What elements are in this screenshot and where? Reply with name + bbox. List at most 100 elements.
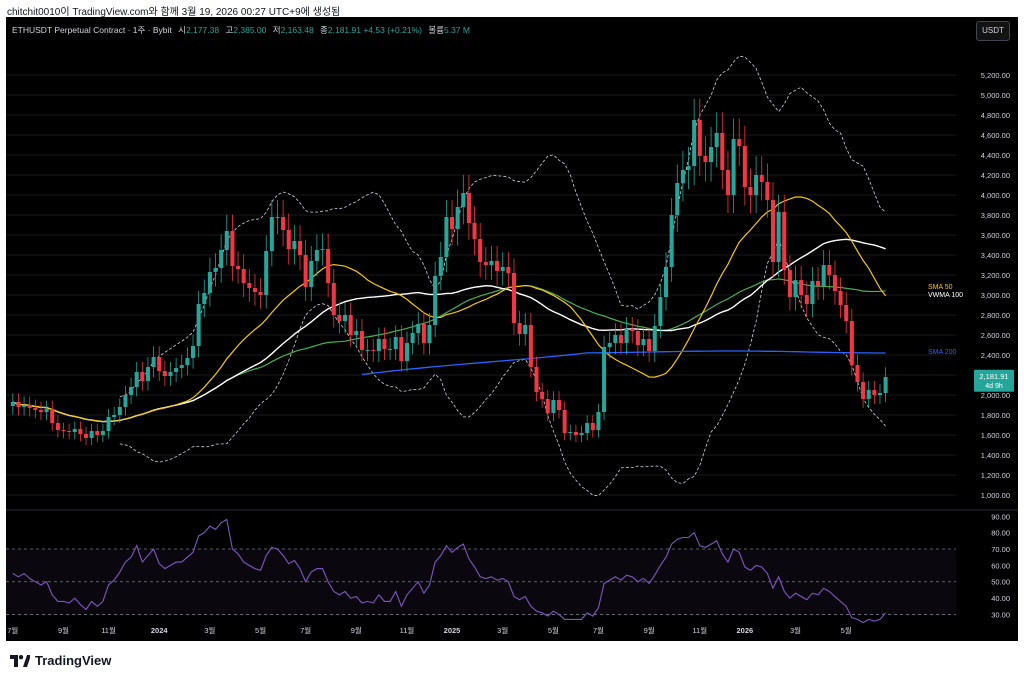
price-tick-label: 4,800.00 [981,111,1010,120]
candle-body [27,405,32,408]
candle-body [590,423,595,430]
candle-body [162,371,167,376]
candle-body [230,231,235,266]
candle-body [343,315,348,321]
candle-body [511,273,516,323]
candle-body [517,323,522,334]
candle-body [297,241,303,255]
last-price-value: 2,181.91 [979,372,1008,381]
candle-body [252,288,257,292]
price-tick-label: 4,200.00 [981,171,1010,180]
tradingview-logo-icon [10,654,30,667]
price-tick-label: 4,000.00 [981,191,1010,200]
candle-body [562,410,567,433]
candle-body [112,415,117,417]
candle-body [821,265,826,286]
candle-body [641,339,646,345]
candle-body [331,283,336,315]
candle-body [506,267,511,273]
candle-body [816,281,821,286]
candle-body [140,372,145,381]
candle-body [376,339,381,351]
candle-body [528,325,533,367]
x-tick-label: 2025 [444,626,461,635]
price-tick-label: 1,200.00 [981,471,1010,480]
rsi-tick-label: 80.00 [991,529,1010,538]
candle-body [748,187,753,195]
candle-body [714,133,719,147]
price-tick-label: 2,800.00 [981,311,1010,320]
candle-body [624,329,629,343]
candle-body [89,431,94,438]
rsi-line [12,518,887,624]
candle-body [844,305,849,321]
candle-body [303,255,308,287]
candle-body [264,251,269,295]
candle-body [658,297,663,326]
candle-body [365,350,370,351]
vwma-100-label: VWMA 100 [928,292,963,299]
x-tick-label: 9월 [58,625,69,635]
chart-panel[interactable]: ETHUSDT Perpetual Contract · 1주 · Bybit … [6,17,1018,641]
high-label: 고 [225,25,234,35]
candle-body [78,429,83,434]
sma-50-line [12,196,887,423]
candle-body [95,431,100,435]
candle-body [697,120,702,156]
candle-body [754,175,759,195]
candle-body [404,343,410,361]
candle-body [438,257,443,276]
candle-body [61,430,66,431]
candle-body [776,212,781,262]
candle-body [359,331,364,350]
price-tick-label: 4,600.00 [981,131,1010,140]
symbol-legend: ETHUSDT Perpetual Contract · 1주 · Bybit … [12,24,470,36]
candle-body [523,325,528,334]
price-tick-label: 1,000.00 [981,491,1010,500]
x-tick-label: 2026 [736,626,753,635]
price-tick-label: 1,600.00 [981,431,1010,440]
candle-body [461,193,466,207]
last-price-tag [974,369,1014,392]
candle-body [326,249,331,283]
candle-body [551,400,556,413]
candle-body [286,230,291,249]
candle-body [675,183,680,215]
close-value: 2,181.91 [327,25,361,35]
price-tick-label: 5,200.00 [981,71,1010,80]
candle-body [883,377,888,393]
candle-body [720,133,725,170]
price-tick-label: 1,800.00 [981,411,1010,420]
x-tick-label: 5월 [548,625,559,635]
candle-body [348,315,353,335]
candle-body [630,329,635,331]
candle-body [618,335,623,343]
candle-body [179,365,184,368]
candle-body [770,200,776,262]
candle-body [737,139,742,146]
price-chart[interactable]: 1,000.00 1,200.00 1,400.00 1,600.00 1,800.00… [6,17,1018,641]
candle-body [67,431,72,432]
x-tick-label: 9월 [644,625,655,635]
currency-button[interactable]: USDT [976,21,1010,41]
price-tick-label: 4,400.00 [981,151,1010,160]
x-tick-label: 11월 [101,625,116,635]
candle-body [16,402,21,407]
candle-body [399,337,404,361]
capture-caption: chitchit0010이 TradingView.com와 함께 3월 19,… [7,7,341,18]
candle-body [573,432,578,435]
price-tick-label: 3,400.00 [981,251,1010,260]
sma-200-label: SMA 200 [928,349,957,356]
candle-body [22,405,27,407]
candle-body [50,409,55,423]
candle-body [793,280,798,297]
candle-body [613,335,618,343]
candle-body [151,357,156,367]
sma-50-label: SMA 50 [928,284,953,291]
rsi-tick-label: 40.00 [991,594,1010,603]
candle-body [275,217,280,218]
candle-body [100,431,105,435]
candle-body [725,170,730,195]
candle-body [466,193,471,223]
candle-body [607,343,612,347]
